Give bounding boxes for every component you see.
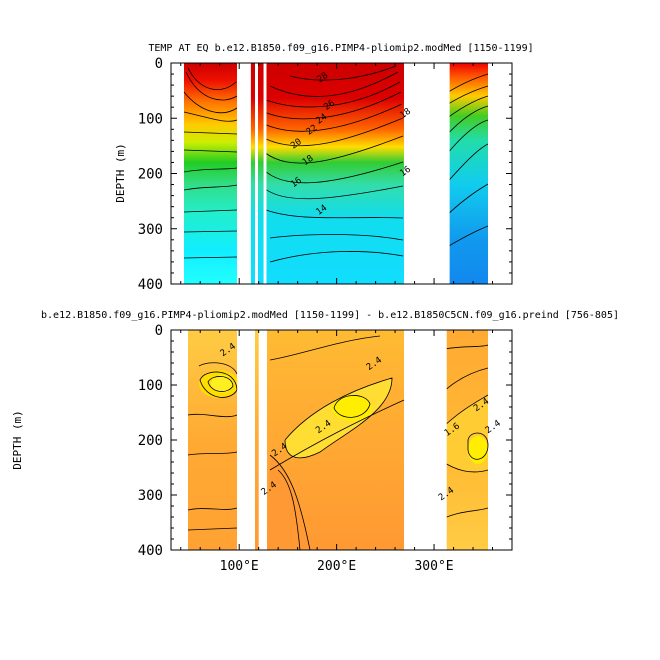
panel1-contour	[185, 71, 238, 101]
panel1-contour	[263, 185, 404, 200]
panel2-ytick-label: 100	[138, 378, 163, 394]
panel1-contour	[265, 209, 404, 219]
panel2-contour	[187, 507, 238, 511]
panel1-ytick-label: 400	[138, 277, 163, 293]
panel2-xtick-label: 100°E	[220, 559, 259, 574]
panel1-title: TEMP AT EQ b.e12.B1850.f09_g16.PIMP4-pli…	[148, 43, 533, 54]
panel1-yaxis: 0 100 200 300 400	[138, 56, 512, 293]
panel2-contour	[269, 454, 311, 550]
panel2-contour	[467, 432, 489, 460]
panel2-contour	[284, 377, 393, 459]
panel1-xaxis	[180, 63, 513, 284]
panel1-land-mask	[412, 63, 450, 284]
panel1-contour	[289, 65, 397, 81]
panel1-contour	[183, 184, 238, 191]
panel1-contour	[269, 234, 404, 241]
panel1-contours	[183, 65, 489, 263]
panel2-land-mask	[258, 330, 262, 550]
panel2-contour	[198, 362, 238, 375]
panel1-contour	[263, 117, 404, 147]
panel1-contour	[269, 71, 399, 97]
panel1-contour	[183, 209, 238, 213]
panel1-contour	[263, 91, 402, 120]
panel2-contour	[277, 469, 301, 550]
panel1-ytick-label: 200	[138, 167, 163, 183]
panel2-contour	[187, 413, 238, 418]
panel1-contour	[183, 149, 238, 153]
panel2-region-strip	[255, 330, 261, 550]
panel-difference: b.e12.B1850.f09_g16.PIMP4-pliomip2.modMe…	[11, 310, 619, 574]
panel1-land-mask	[237, 63, 251, 284]
panel1-region-pacific	[258, 63, 404, 284]
panel1-region-west	[184, 63, 237, 284]
panel2-anomaly	[267, 455, 310, 550]
panel1-contour	[263, 135, 404, 164]
panel1-land-mask	[263, 63, 267, 284]
panel2-contour	[269, 335, 381, 361]
panel1-contour	[265, 81, 401, 108]
panel2-anomaly	[188, 440, 237, 550]
panel2-title: b.e12.B1850.f09_g16.PIMP4-pliomip2.modMe…	[41, 310, 619, 321]
panel1-contour	[263, 161, 404, 184]
panel2-ytick-label: 0	[155, 323, 163, 339]
panel1-contour	[183, 91, 238, 114]
panel1-contour	[183, 167, 238, 173]
panel2-ytick-label: 300	[138, 488, 163, 504]
panel2-field	[187, 330, 512, 550]
panel1-contour	[187, 67, 237, 90]
panel1-contour	[183, 111, 238, 122]
panel2-contour	[207, 376, 234, 392]
panel1-contour	[269, 251, 404, 263]
panel1-contour	[183, 131, 238, 135]
panel2-yaxis: 0 100 200 300 400	[138, 323, 512, 559]
panel1-contour	[263, 103, 403, 132]
panel2-xaxis: 100°E 200°E 300°E	[180, 330, 513, 574]
panel2-ytick-label: 400	[138, 543, 163, 559]
panel1-ytick-label: 100	[138, 111, 163, 127]
panel2-land-mask	[237, 330, 252, 550]
panel1-contour	[183, 256, 238, 259]
panel2-anomaly	[211, 375, 233, 393]
panel1-contour	[183, 230, 238, 233]
panel2-contour	[269, 399, 405, 471]
panel-temperature: TEMP AT EQ b.e12.B1850.f09_g16.PIMP4-pli…	[114, 43, 534, 293]
panel2-xtick-label: 200°E	[317, 559, 356, 574]
panel1-ytick-label: 0	[155, 56, 163, 72]
panel2-xtick-label: 300°E	[414, 559, 453, 574]
panel1-field	[183, 63, 512, 284]
panel2-contour	[333, 395, 371, 418]
panel2-contour	[199, 371, 238, 398]
panel2-contour	[187, 451, 238, 456]
panel1-ylabel: DEPTH (m)	[114, 143, 127, 203]
panel1-ytick-label: 300	[138, 222, 163, 238]
panel2-anomaly	[468, 436, 488, 464]
panel2-ytick-label: 200	[138, 433, 163, 449]
panel2-land-mask	[412, 330, 447, 550]
panel2-contour	[187, 527, 238, 531]
panel2-ylabel: DEPTH (m)	[11, 410, 24, 470]
